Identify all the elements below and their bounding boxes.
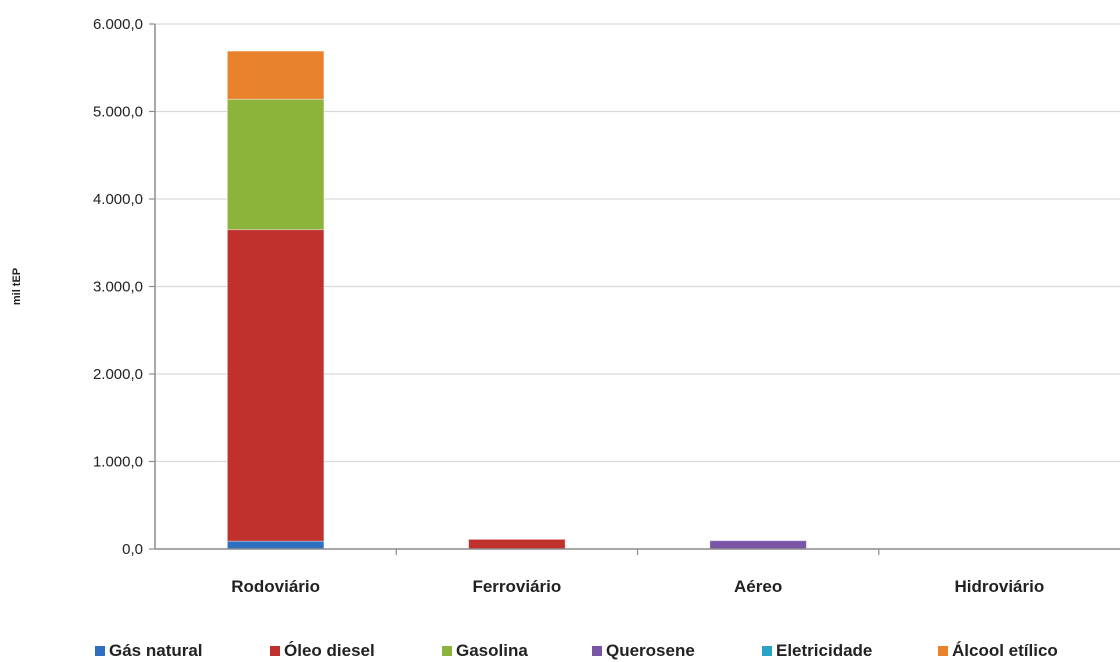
legend-item: Álcool etílico [938, 640, 1058, 662]
x-category-label: Ferroviário [472, 577, 561, 596]
legend-swatch [442, 646, 452, 656]
legend-swatch [592, 646, 602, 656]
bar-segment [468, 538, 566, 550]
legend-item: Querosene [592, 640, 695, 662]
bar-segment [226, 229, 325, 542]
bar-segment [226, 50, 325, 100]
x-category-label: Hidroviário [955, 577, 1045, 596]
x-category-label: Rodoviário [231, 577, 320, 596]
bar-segment [709, 540, 807, 550]
legend-label: Óleo diesel [284, 641, 375, 660]
bar-stacks [226, 50, 807, 550]
y-tick-label: 6.000,0 [93, 16, 143, 33]
legend-item: Gás natural [95, 640, 203, 662]
y-tick-label: 0,0 [122, 541, 143, 558]
legend-label: Gasolina [456, 641, 528, 660]
legend: Gás natural Óleo diesel Gasolina Querosene E… [0, 640, 1120, 662]
y-tick-labels: 0,0 1.000,0 2.000,0 3.000,0 4.000,0 5.000,0 6.… [93, 16, 143, 558]
bar-segment [226, 98, 325, 231]
legend-swatch [762, 646, 772, 656]
y-tick-label: 2.000,0 [93, 366, 143, 383]
x-category-labels: Rodoviário Ferroviário Aéreo Hidroviário [231, 577, 1044, 596]
bar-segment [226, 540, 325, 550]
legend-swatch [938, 646, 948, 656]
legend-label: Eletricidade [776, 641, 873, 660]
y-tick-label: 4.000,0 [93, 191, 143, 208]
y-tick-label: 5.000,0 [93, 104, 143, 121]
legend-label: Querosene [606, 641, 695, 660]
legend-item: Eletricidade [762, 640, 872, 662]
legend-label: Álcool etílico [952, 641, 1058, 660]
y-axis-title: mil tEP [11, 268, 23, 305]
y-tick-label: 3.000,0 [93, 279, 143, 296]
y-tick-label: 1.000,0 [93, 454, 143, 471]
stacked-bar-chart: 0,0 1.000,0 2.000,0 3.000,0 4.000,0 5.000,0 6.… [11, 16, 1120, 596]
legend-item: Gasolina [442, 640, 528, 662]
legend-item: Óleo diesel [270, 640, 375, 662]
x-category-label: Aéreo [734, 577, 782, 596]
axes [149, 23, 1120, 555]
legend-label: Gás natural [109, 641, 203, 660]
legend-swatch [95, 646, 105, 656]
legend-swatch [270, 646, 280, 656]
